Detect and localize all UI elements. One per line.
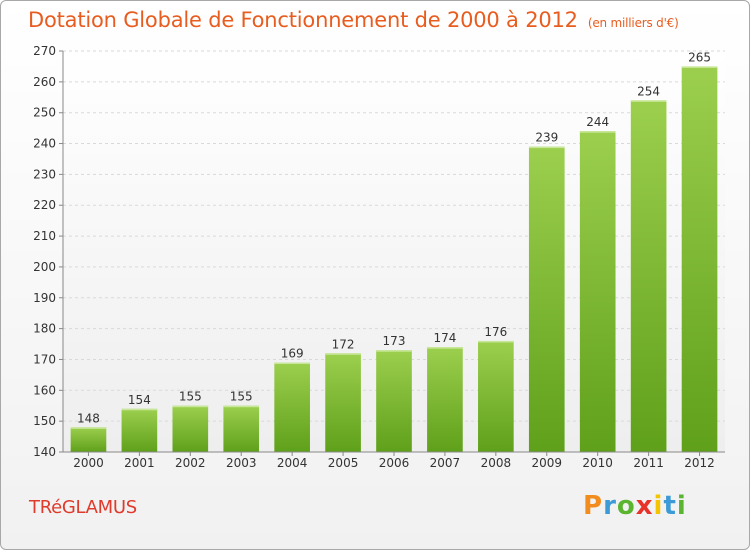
y-tick-label: 190 xyxy=(33,291,56,305)
bar xyxy=(70,427,107,452)
x-tick-label: 2001 xyxy=(124,456,155,470)
bar xyxy=(223,405,260,452)
x-tick-label: 2012 xyxy=(684,456,715,470)
bars: 148 154 155 155 169 172 173 174 176 239 244 254 265 xyxy=(70,50,718,452)
x-tick-label: 2004 xyxy=(277,456,308,470)
logo-letter: i xyxy=(676,491,687,521)
bar xyxy=(681,66,718,452)
x-tick-label: 2011 xyxy=(633,456,664,470)
x-tick-label: 2010 xyxy=(582,456,613,470)
bar-value-label: 239 xyxy=(535,131,558,145)
bar-highlight xyxy=(172,405,209,408)
y-tick-label: 140 xyxy=(33,445,56,459)
bar xyxy=(579,131,616,452)
bar xyxy=(121,408,158,452)
logo-letter: x xyxy=(635,491,654,521)
y-tick-label: 270 xyxy=(33,44,56,58)
bar-value-label: 265 xyxy=(688,50,711,64)
y-tick-label: 180 xyxy=(33,322,56,336)
logo-letter: i xyxy=(653,491,664,521)
x-tick-label: 2003 xyxy=(226,456,257,470)
town-name: TRéGLAMUS xyxy=(29,497,137,518)
y-tick-label: 170 xyxy=(33,352,56,366)
bar xyxy=(274,362,310,452)
bar xyxy=(172,405,209,452)
bar xyxy=(376,350,412,452)
title-unit: (en milliers d'€) xyxy=(587,16,679,30)
bar xyxy=(630,100,667,452)
bar-value-label: 154 xyxy=(128,393,151,407)
x-axis: 2000 2001 2002 2003 2004 2005 2006 2007 2008 2009… xyxy=(73,452,715,470)
bar-highlight xyxy=(427,347,463,349)
logo-letter: t xyxy=(663,491,677,521)
bar-highlight xyxy=(579,131,616,133)
bar-highlight xyxy=(478,340,514,343)
bar xyxy=(478,340,514,452)
y-tick-label: 230 xyxy=(33,167,56,181)
x-tick-label: 2005 xyxy=(328,456,359,470)
y-tick-label: 200 xyxy=(33,260,56,274)
x-tick-label: 2008 xyxy=(481,456,512,470)
bar-value-label: 254 xyxy=(637,84,660,98)
bar-highlight xyxy=(223,405,260,408)
bar xyxy=(427,347,463,452)
y-tick-label: 220 xyxy=(33,198,56,212)
logo-letter: r xyxy=(603,491,617,521)
bar-highlight xyxy=(274,362,310,365)
bar-value-label: 174 xyxy=(433,331,456,345)
bar-highlight xyxy=(376,350,412,352)
logo-letter: P xyxy=(583,491,604,521)
bar-highlight xyxy=(630,100,667,102)
logo-letter: o xyxy=(616,491,636,521)
x-tick-label: 2000 xyxy=(73,456,104,470)
y-tick-label: 210 xyxy=(33,229,56,243)
x-tick-label: 2002 xyxy=(175,456,206,470)
y-tick-label: 160 xyxy=(33,383,56,397)
bar-value-label: 173 xyxy=(383,334,406,348)
bar-value-label: 244 xyxy=(586,115,609,129)
bar xyxy=(528,146,565,452)
bar-highlight xyxy=(325,353,361,355)
bar-value-label: 169 xyxy=(281,347,304,361)
y-tick-label: 260 xyxy=(33,75,56,89)
bar-highlight xyxy=(70,427,107,429)
chart-title: Dotation Globale de Fonctionnement de 20… xyxy=(28,8,679,32)
bar-value-label: 155 xyxy=(179,390,202,404)
y-tick-label: 240 xyxy=(33,137,56,151)
y-axis: 140 150 160 170 180 190 200 210 220 230 240 250 260 2… xyxy=(33,44,63,459)
bar xyxy=(325,353,361,452)
bar-highlight xyxy=(681,66,718,68)
y-tick-label: 150 xyxy=(33,414,56,428)
x-tick-label: 2009 xyxy=(531,456,562,470)
title-text: Dotation Globale de Fonctionnement de 20… xyxy=(28,8,578,32)
bar-highlight xyxy=(528,146,565,149)
x-tick-label: 2006 xyxy=(379,456,410,470)
bar-value-label: 172 xyxy=(332,337,355,351)
x-tick-label: 2007 xyxy=(430,456,461,470)
bar-value-label: 155 xyxy=(230,390,253,404)
bar-value-label: 148 xyxy=(77,411,100,425)
proxiti-logo: Proxiti xyxy=(583,491,687,521)
bar-value-label: 176 xyxy=(484,325,507,339)
bar-highlight xyxy=(121,408,158,411)
y-tick-label: 250 xyxy=(33,106,56,120)
